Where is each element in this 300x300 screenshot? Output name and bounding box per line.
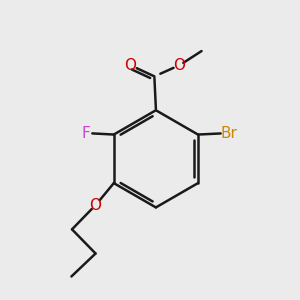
Text: F: F (82, 126, 90, 141)
Text: O: O (173, 58, 185, 73)
Text: Br: Br (220, 126, 237, 141)
Text: O: O (124, 58, 136, 73)
Text: O: O (90, 198, 102, 213)
